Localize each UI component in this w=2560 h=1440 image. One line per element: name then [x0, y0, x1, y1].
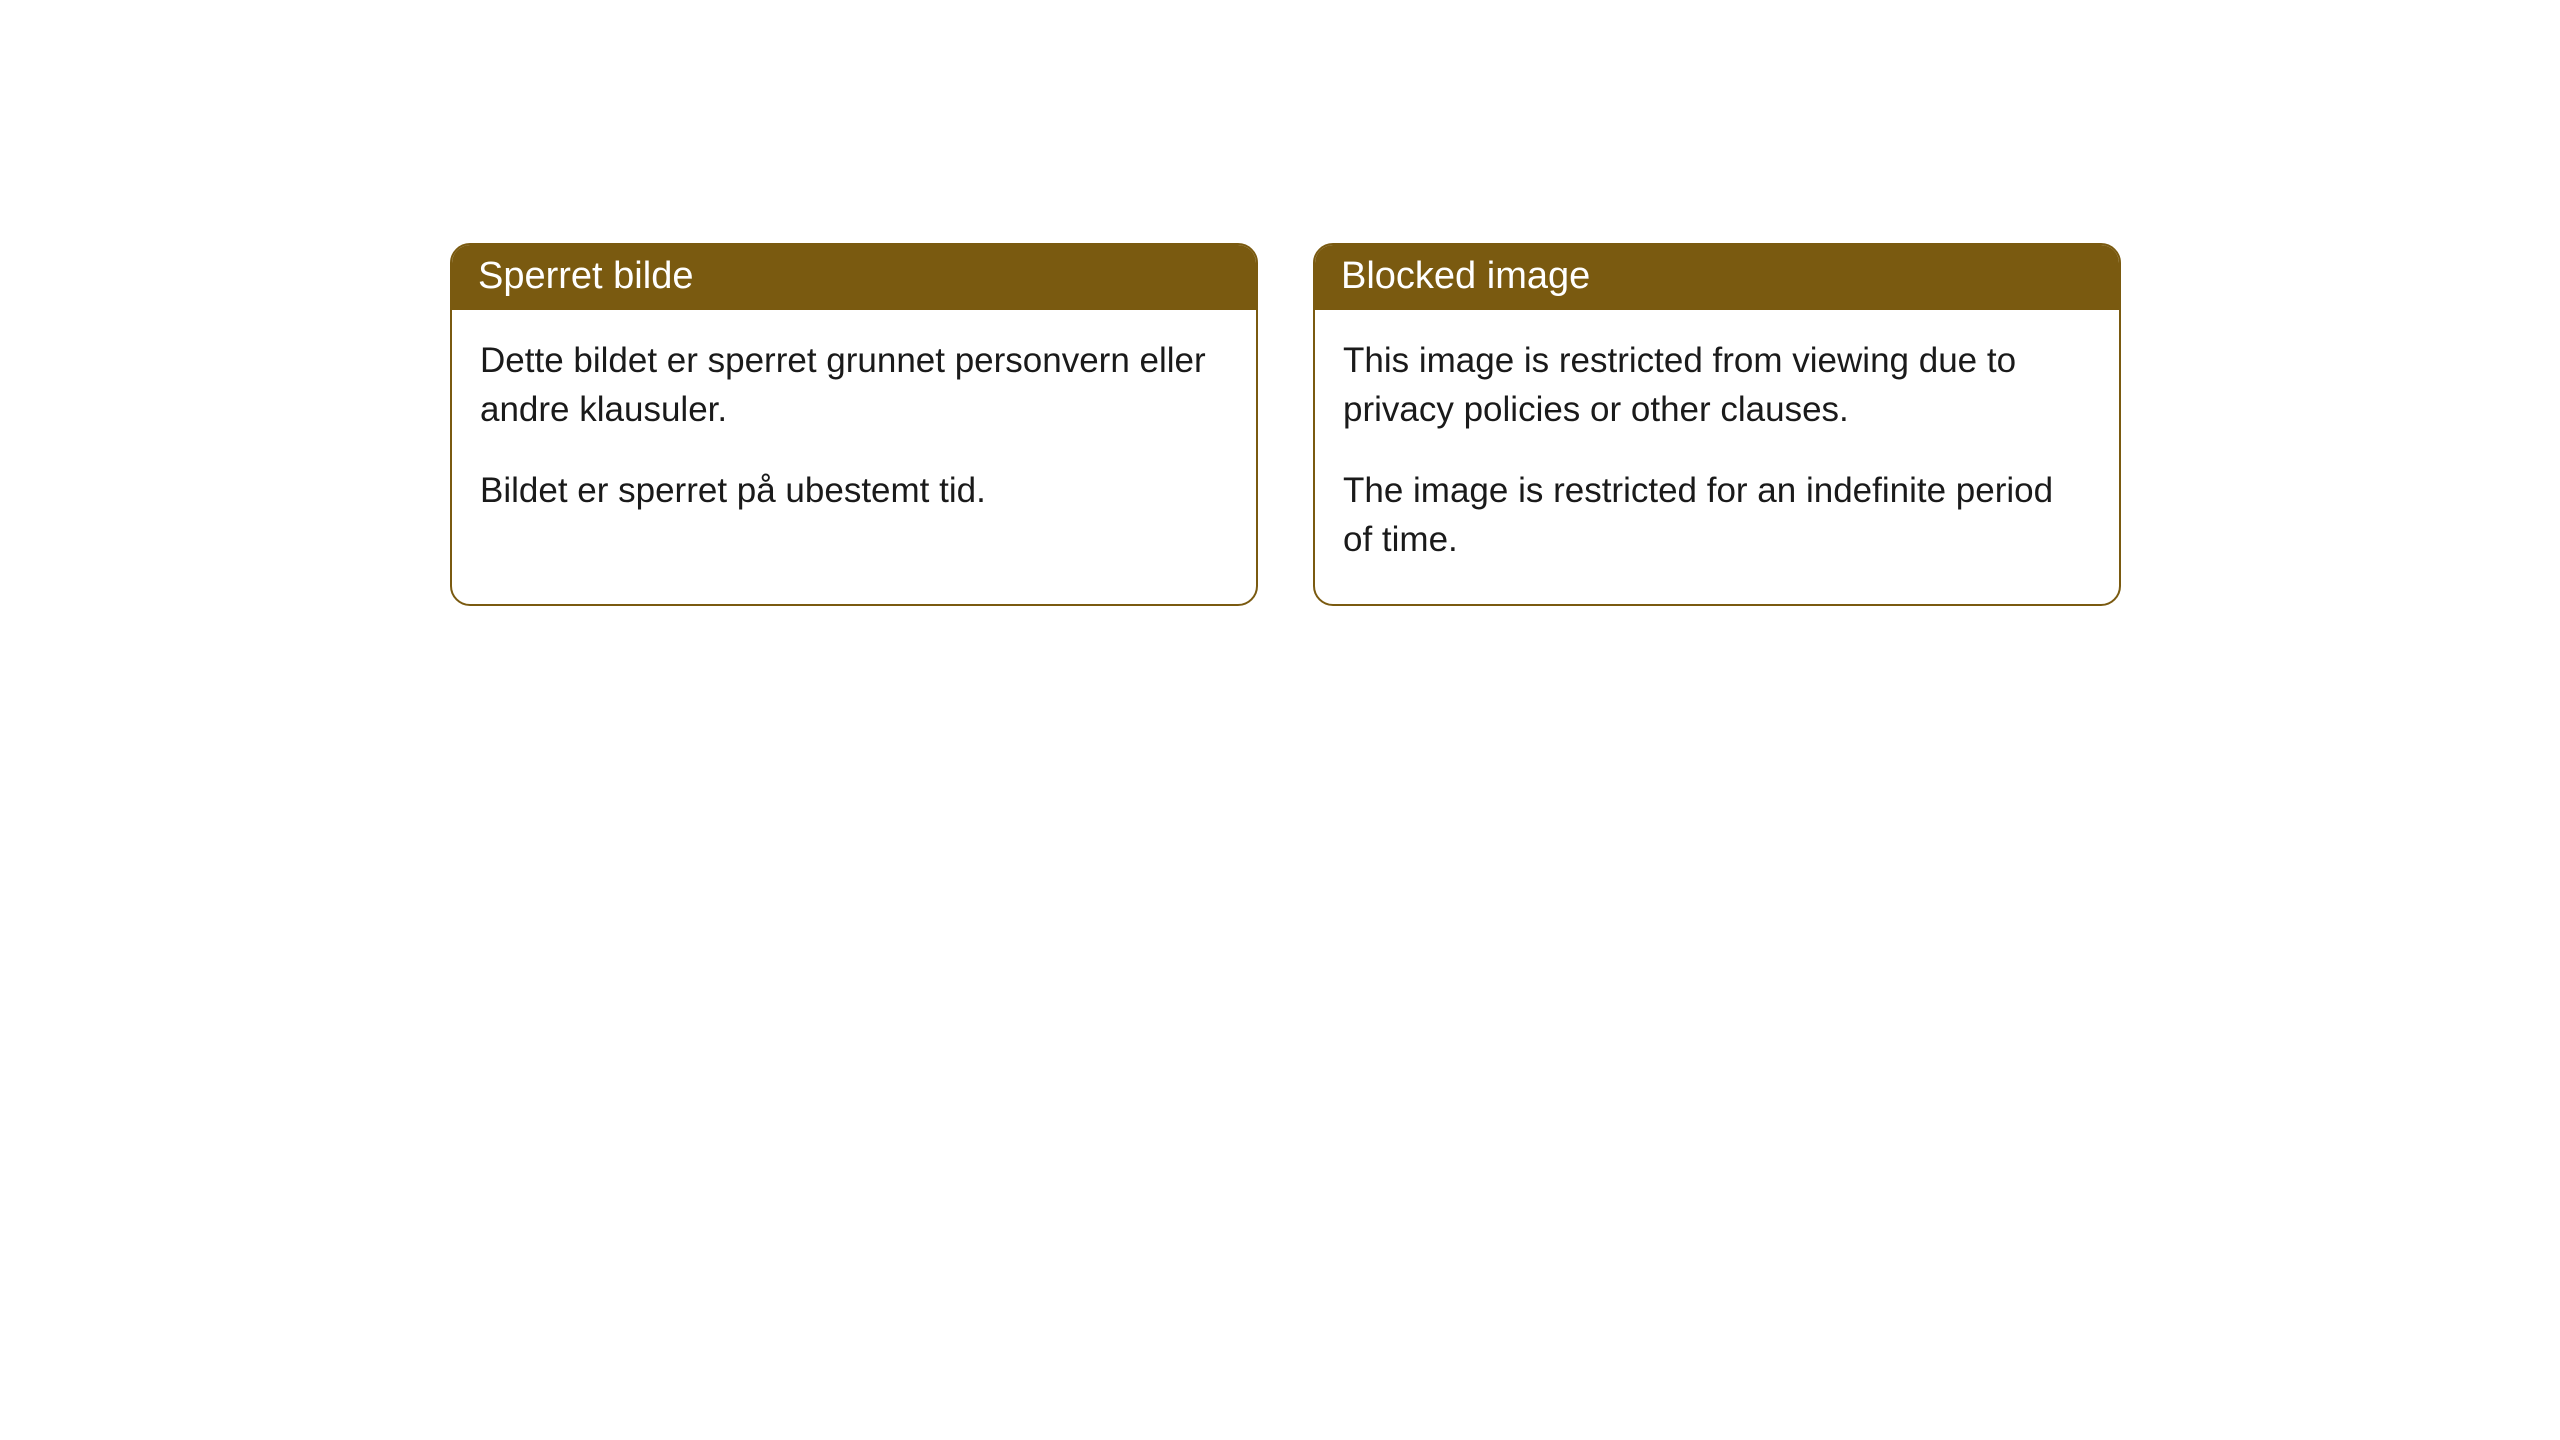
blocked-image-card-norwegian: Sperret bilde Dette bildet er sperret gr… — [450, 243, 1258, 606]
blocked-image-card-english: Blocked image This image is restricted f… — [1313, 243, 2121, 606]
card-body: This image is restricted from viewing du… — [1315, 310, 2119, 604]
card-header: Blocked image — [1315, 245, 2119, 310]
card-header: Sperret bilde — [452, 245, 1256, 310]
notice-cards-container: Sperret bilde Dette bildet er sperret gr… — [450, 243, 2560, 606]
card-paragraph: Dette bildet er sperret grunnet personve… — [480, 336, 1228, 434]
card-title: Sperret bilde — [478, 255, 693, 297]
card-paragraph: Bildet er sperret på ubestemt tid. — [480, 466, 1228, 515]
card-paragraph: The image is restricted for an indefinit… — [1343, 466, 2091, 564]
card-title: Blocked image — [1341, 255, 1590, 297]
card-body: Dette bildet er sperret grunnet personve… — [452, 310, 1256, 555]
card-paragraph: This image is restricted from viewing du… — [1343, 336, 2091, 434]
